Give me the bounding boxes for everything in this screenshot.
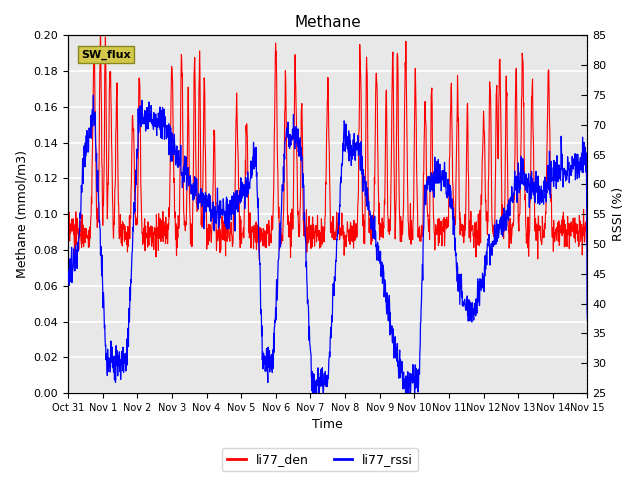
X-axis label: Time: Time <box>312 419 343 432</box>
Y-axis label: RSSI (%): RSSI (%) <box>612 187 625 241</box>
Title: Methane: Methane <box>294 15 361 30</box>
Legend: li77_den, li77_rssi: li77_den, li77_rssi <box>222 448 418 471</box>
Text: SW_flux: SW_flux <box>81 49 131 60</box>
Y-axis label: Methane (mmol/m3): Methane (mmol/m3) <box>15 150 28 278</box>
